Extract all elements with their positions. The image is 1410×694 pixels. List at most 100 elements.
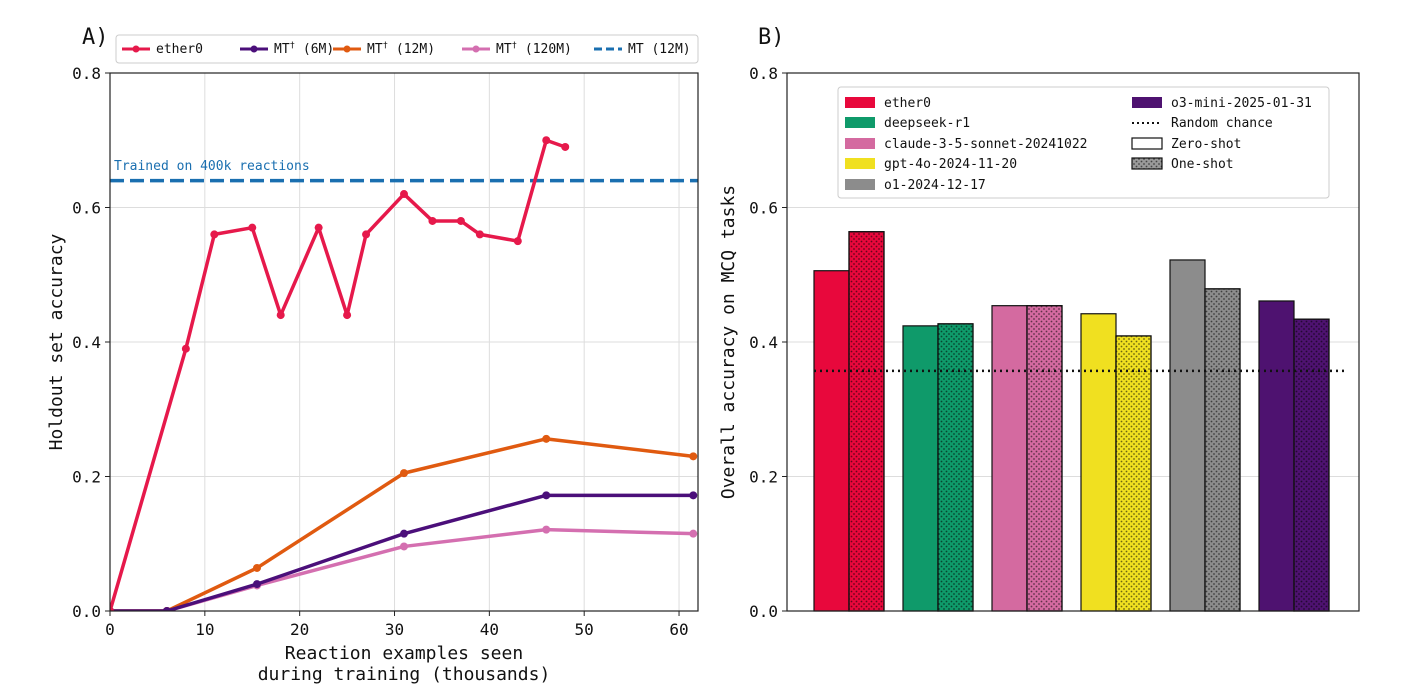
svg-text:deepseek-r1: deepseek-r1	[884, 116, 970, 131]
bar-zero-shot-ether0	[813, 270, 850, 612]
panel-a: A) Trained on 400k reactions 0 10 20 30 40 50…	[46, 25, 699, 685]
panel-a-xtick-label: 0	[105, 620, 115, 639]
bar-zero-shot-o3-mini-2025-01-31	[1258, 300, 1295, 612]
legend-o3-mini-bar: o3-mini-2025-01-31	[1132, 96, 1312, 111]
series-point-mt-12m	[542, 434, 551, 443]
panel-a-ytick-label: 0.8	[72, 64, 101, 83]
series-point-mt-120m	[400, 542, 408, 551]
panel-a-ytick-label: 0.0	[72, 602, 101, 621]
series-point-ether0	[343, 311, 352, 320]
legend-ether0-bar: ether0	[845, 96, 931, 111]
series-point-mt-12m	[689, 452, 698, 461]
series-point-ether0	[248, 223, 257, 232]
bar-one-shot-hatch-claude-3-5-sonnet-20241022	[1026, 305, 1063, 612]
panel-b-ytick-label: 0.0	[749, 602, 778, 621]
panel-b-legend: ether0 deepseek-r1 claude-3-5-sonnet-202…	[837, 86, 1330, 199]
panel-b: B) 0.0 0.2 0.4 0.6 0.8 Overall accuracy on M…	[718, 25, 1360, 621]
panel-a-legend: ether0 MT† (6M) MT† (12M) MT† (120M) MT …	[115, 34, 699, 64]
panel-b-ylabel: Overall accuracy on MCQ tasks	[718, 185, 739, 499]
series-point-ether0	[181, 344, 190, 353]
legend-gpt-4o-bar: gpt-4o-2024-11-20	[845, 157, 1017, 172]
legend-mt-6m: MT† (6M)	[240, 41, 334, 57]
panel-a-ytick-label: 0.6	[72, 199, 101, 218]
panel-a-xtick-label: 60	[669, 620, 688, 639]
series-point-ether0	[542, 136, 551, 145]
series-point-mt-6m	[542, 491, 551, 500]
series-line-mt-6m	[110, 493, 694, 611]
series-point-ether0	[314, 223, 323, 232]
panel-a-xtick-label: 10	[195, 620, 214, 639]
svg-text:ether0: ether0	[884, 96, 931, 111]
bar-one-shot-hatch-deepseek-r1	[937, 323, 974, 612]
svg-text:ether0: ether0	[156, 42, 203, 57]
legend-ether0: ether0	[122, 42, 203, 57]
svg-text:gpt-4o-2024-11-20: gpt-4o-2024-11-20	[884, 157, 1017, 172]
panel-a-xtick-label: 30	[385, 620, 404, 639]
legend-deepseek-r1-bar: deepseek-r1	[845, 116, 970, 131]
panel-a-xlabel-line1: Reaction examples seen	[285, 643, 523, 664]
panel-a-ylabel: Holdout set accuracy	[46, 233, 67, 450]
panel-b-ytick-label: 0.4	[749, 333, 778, 352]
svg-text:claude-3-5-sonnet-20241022: claude-3-5-sonnet-20241022	[884, 137, 1088, 152]
bar-zero-shot-deepseek-r1	[902, 325, 939, 612]
svg-text:One-shot: One-shot	[1171, 157, 1234, 172]
bar-one-shot-hatch-gpt-4o-2024-11-20	[1115, 335, 1152, 612]
bar-zero-shot-o1-2024-12-17	[1169, 259, 1206, 612]
series-point-mt-12m	[400, 469, 408, 478]
panel-a-xlabel-line2: during training (thousands)	[258, 664, 551, 685]
svg-text:MT† (12M): MT† (12M)	[367, 41, 435, 57]
bar-one-shot-hatch-o1-2024-12-17	[1204, 288, 1241, 612]
series-point-ether0	[210, 230, 219, 239]
series-point-ether0	[456, 216, 465, 225]
svg-text:Zero-shot: Zero-shot	[1171, 137, 1241, 152]
series-line-ether0	[110, 138, 566, 611]
legend-o1-bar: o1-2024-12-17	[845, 178, 986, 193]
legend-mt-12m: MT† (12M)	[333, 41, 435, 57]
panel-b-label: B)	[758, 25, 785, 50]
series-point-mt-6m	[689, 491, 698, 500]
series-point-mt-120m	[542, 525, 551, 534]
series-point-mt-6m	[253, 580, 261, 589]
panel-a-xtick-label: 40	[480, 620, 499, 639]
svg-text:MT† (120M): MT† (120M)	[496, 41, 572, 57]
bar-one-shot-hatch-ether0	[848, 231, 885, 612]
series-point-ether0	[561, 142, 570, 151]
series-point-ether0	[475, 230, 484, 239]
series-point-ether0	[362, 230, 371, 239]
series-point-ether0	[400, 190, 408, 199]
svg-text:MT† (6M): MT† (6M)	[274, 41, 334, 57]
series-point-ether0	[110, 607, 114, 611]
panel-a-xtick-label: 20	[290, 620, 309, 639]
reference-annotation: Trained on 400k reactions	[114, 159, 310, 174]
series-line-mt-120m	[110, 527, 694, 611]
svg-text:MT (12M): MT (12M)	[628, 42, 691, 57]
legend-mt-12m-reference: MT (12M)	[594, 42, 691, 57]
legend-random-chance: Random chance	[1132, 116, 1273, 131]
legend-one-shot: One-shot	[1131, 157, 1234, 172]
series-point-ether0	[428, 216, 437, 225]
series-point-mt-120m	[689, 529, 698, 538]
panel-a-ytick-label: 0.4	[72, 333, 101, 352]
series-point-mt-6m	[162, 607, 171, 611]
series-point-mt-12m	[253, 563, 261, 572]
bar-one-shot-hatch-o3-mini-2025-01-31	[1293, 318, 1330, 612]
svg-text:Random chance: Random chance	[1171, 116, 1273, 131]
series-point-ether0	[513, 237, 522, 246]
legend-zero-shot: Zero-shot	[1131, 137, 1241, 152]
bar-zero-shot-gpt-4o-2024-11-20	[1080, 313, 1117, 612]
series-point-mt-6m	[400, 529, 408, 538]
legend-claude-bar: claude-3-5-sonnet-20241022	[845, 137, 1088, 152]
panel-b-ytick-label: 0.8	[749, 64, 778, 83]
panel-a-label: A)	[82, 25, 109, 50]
panel-a-ytick-label: 0.2	[72, 468, 101, 487]
legend-mt-120m: MT† (120M)	[462, 41, 572, 57]
panel-b-ytick-label: 0.2	[749, 468, 778, 487]
svg-text:o1-2024-12-17: o1-2024-12-17	[884, 178, 986, 193]
svg-text:o3-mini-2025-01-31: o3-mini-2025-01-31	[1171, 96, 1312, 111]
series-line-mt-12m	[110, 437, 694, 611]
series-point-ether0	[276, 311, 285, 320]
panel-a-xtick-label: 50	[575, 620, 594, 639]
bar-zero-shot-claude-3-5-sonnet-20241022	[991, 305, 1028, 612]
panel-b-ytick-label: 0.6	[749, 199, 778, 218]
